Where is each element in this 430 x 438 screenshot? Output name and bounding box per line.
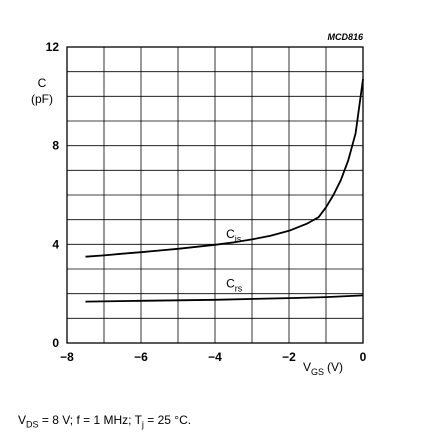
vds-symbol: V xyxy=(18,413,27,427)
x-tick-label: −4 xyxy=(208,350,222,364)
y-axis-unit: (pF) xyxy=(31,92,53,106)
series-crs-label: Crs xyxy=(226,277,243,294)
y-tick-label: 8 xyxy=(52,139,59,153)
curves xyxy=(85,78,364,303)
curve-labels: Cis Crs xyxy=(226,227,243,293)
series-cis-line xyxy=(85,78,364,258)
y-tick-labels: 0 4 8 12 xyxy=(46,40,60,350)
vds-subscript: DS xyxy=(26,419,39,430)
y-axis-symbol: C xyxy=(38,76,47,90)
tj-subscript: j xyxy=(141,419,144,430)
series-cis-label: Cis xyxy=(226,227,242,244)
y-tick-label: 4 xyxy=(52,237,59,251)
y-tick-label: 12 xyxy=(46,40,60,54)
x-tick-label: −2 xyxy=(282,350,296,364)
x-axis-label: VGS (V) xyxy=(303,360,343,377)
capacitance-chart: 0 4 8 12 −8 −6 −4 −2 0 Cis Crs MCD816 C (pF) VGS… xyxy=(31,32,367,377)
figure-code: MCD816 xyxy=(327,32,364,42)
x-axis-unit: (V) xyxy=(327,360,343,374)
x-axis-subscript: GS xyxy=(311,367,324,377)
x-tick-label: −8 xyxy=(60,350,74,364)
plot-frame xyxy=(66,46,364,344)
grid xyxy=(67,47,363,343)
series-crs-line xyxy=(85,294,364,303)
x-tick-labels: −8 −6 −4 −2 0 xyxy=(60,350,367,364)
x-axis-symbol: V xyxy=(303,360,311,374)
test-conditions: VDS = 8 V; f = 1 MHz; Tj = 25 °C. xyxy=(18,413,191,429)
vds-condition: = 8 V; f = 1 MHz; T xyxy=(38,413,142,427)
tj-condition: = 25 °C. xyxy=(143,413,192,427)
x-tick-label: −6 xyxy=(134,350,148,364)
y-tick-label: 0 xyxy=(52,336,59,350)
x-tick-label: 0 xyxy=(360,350,367,364)
